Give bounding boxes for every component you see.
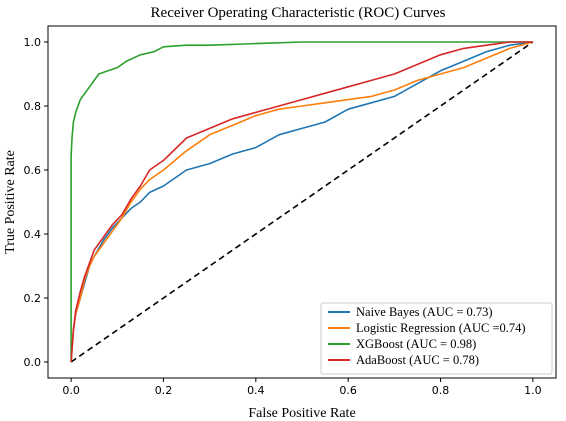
legend-label: Logistic Regression (AUC =0.74) — [356, 321, 526, 335]
x-tick-label: 0.6 — [339, 384, 357, 397]
x-axis-label: False Positive Rate — [248, 406, 355, 421]
legend: Naive Bayes (AUC = 0.73) Logistic Regress… — [320, 302, 553, 375]
chart-title: Receiver Operating Characteristic (ROC) … — [151, 5, 446, 21]
y-tick-label: 0.6 — [24, 164, 42, 177]
x-tick-label: 1.0 — [524, 384, 542, 397]
x-tick-label: 0.0 — [62, 384, 80, 397]
legend-box — [320, 302, 553, 375]
legend-label: XGBoost (AUC = 0.98) — [356, 337, 476, 351]
y-tick-label: 0.0 — [24, 356, 42, 369]
x-tick-label: 0.2 — [155, 384, 173, 397]
y-axis-label: True Positive Rate — [3, 150, 18, 254]
legend-label: Naive Bayes (AUC = 0.73) — [356, 305, 493, 319]
chance-reference-line — [70, 41, 534, 363]
x-tick-label: 0.8 — [432, 384, 450, 397]
legend-label: AdaBoost (AUC = 0.78) — [356, 353, 479, 367]
y-tick-label: 0.4 — [24, 228, 42, 241]
y-tick-label: 0.8 — [24, 100, 42, 113]
series-line-2 — [70, 41, 533, 362]
axis-ticks: 0.0 0.2 0.4 0.6 0.8 1.0 0.0 0.2 0.4 0.6 0.8 1.0 — [24, 36, 542, 397]
series-line-1 — [70, 41, 534, 363]
x-tick-label: 0.4 — [247, 384, 265, 397]
series-layer — [70, 41, 534, 363]
y-tick-label: 0.2 — [24, 292, 42, 305]
series-line-3 — [70, 41, 533, 363]
y-tick-label: 1.0 — [24, 36, 42, 49]
